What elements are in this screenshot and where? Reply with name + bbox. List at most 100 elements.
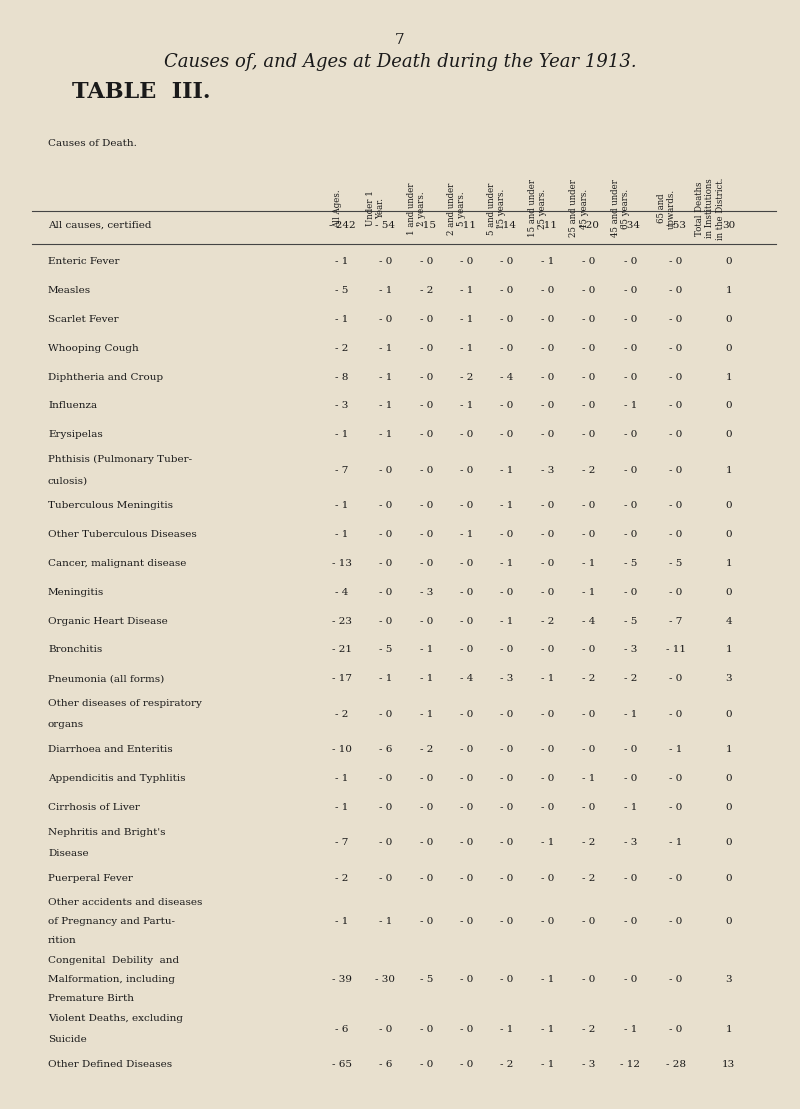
- Text: - 2: - 2: [582, 838, 595, 847]
- Text: - 28: - 28: [666, 1060, 686, 1069]
- Text: - 1: - 1: [670, 838, 682, 847]
- Text: - 1: - 1: [582, 588, 595, 597]
- Text: - 0: - 0: [500, 530, 513, 539]
- Text: TABLE  III.: TABLE III.: [72, 81, 210, 103]
- Text: - 5: - 5: [420, 975, 433, 984]
- Text: Whooping Cough: Whooping Cough: [48, 344, 138, 353]
- Text: 0: 0: [726, 257, 732, 266]
- Text: - 1: - 1: [460, 401, 473, 410]
- Text: - 0: - 0: [541, 588, 554, 597]
- Text: - 0: - 0: [460, 917, 473, 926]
- Text: - 0: - 0: [624, 315, 637, 324]
- Text: - 1: - 1: [624, 1025, 637, 1034]
- Text: - 0: - 0: [624, 917, 637, 926]
- Text: - 0: - 0: [420, 917, 433, 926]
- Text: Pneumonia (all forms): Pneumonia (all forms): [48, 674, 164, 683]
- Text: Congenital  Debility  and: Congenital Debility and: [48, 956, 179, 965]
- Text: - 0: - 0: [420, 315, 433, 324]
- Text: - 0: - 0: [670, 286, 682, 295]
- Text: - 1: - 1: [378, 401, 392, 410]
- Text: Diarrhoea and Enteritis: Diarrhoea and Enteritis: [48, 745, 173, 754]
- Text: - 1: - 1: [335, 257, 349, 266]
- Text: - 5: - 5: [624, 559, 637, 568]
- Text: - 0: - 0: [624, 466, 637, 475]
- Text: Total Deaths
in Institutions
in the District.: Total Deaths in Institutions in the Dist…: [695, 177, 725, 240]
- Text: - 0: - 0: [420, 344, 433, 353]
- Text: Causes of, and Ages at Death during the Year 1913.: Causes of, and Ages at Death during the …: [164, 53, 636, 71]
- Text: - 0: - 0: [378, 466, 392, 475]
- Text: 3: 3: [726, 674, 732, 683]
- Text: - 1: - 1: [541, 838, 554, 847]
- Text: - 0: - 0: [460, 257, 473, 266]
- Text: - 0: - 0: [500, 430, 513, 439]
- Text: - 0: - 0: [582, 645, 595, 654]
- Text: - 0: - 0: [378, 1025, 392, 1034]
- Text: - 1: - 1: [541, 1060, 554, 1069]
- Text: - 15: - 15: [417, 221, 437, 230]
- Text: - 2: - 2: [582, 1025, 595, 1034]
- Text: - 2: - 2: [582, 674, 595, 683]
- Text: - 4: - 4: [335, 588, 349, 597]
- Text: 1: 1: [726, 466, 732, 475]
- Text: - 1: - 1: [420, 710, 433, 719]
- Text: - 3: - 3: [541, 466, 554, 475]
- Text: - 0: - 0: [420, 803, 433, 812]
- Text: - 11: - 11: [666, 645, 686, 654]
- Text: 0: 0: [726, 501, 732, 510]
- Text: Bronchitis: Bronchitis: [48, 645, 102, 654]
- Text: - 2: - 2: [420, 286, 433, 295]
- Text: Other accidents and diseases: Other accidents and diseases: [48, 898, 202, 907]
- Text: - 0: - 0: [500, 874, 513, 883]
- Text: - 0: - 0: [582, 401, 595, 410]
- Text: - 1: - 1: [500, 559, 513, 568]
- Text: Causes of Death.: Causes of Death.: [48, 139, 137, 147]
- Text: 1: 1: [726, 745, 732, 754]
- Text: - 1: - 1: [670, 745, 682, 754]
- Text: - 53: - 53: [666, 221, 686, 230]
- Text: - 0: - 0: [500, 774, 513, 783]
- Text: - 0: - 0: [500, 401, 513, 410]
- Text: Malformation, including: Malformation, including: [48, 975, 175, 984]
- Text: - 0: - 0: [500, 257, 513, 266]
- Text: - 1: - 1: [541, 1025, 554, 1034]
- Text: - 0: - 0: [670, 874, 682, 883]
- Text: Violent Deaths, excluding: Violent Deaths, excluding: [48, 1014, 183, 1024]
- Text: - 0: - 0: [670, 430, 682, 439]
- Text: - 13: - 13: [332, 559, 352, 568]
- Text: - 2: - 2: [500, 1060, 513, 1069]
- Text: - 0: - 0: [541, 286, 554, 295]
- Text: - 0: - 0: [582, 917, 595, 926]
- Text: - 3: - 3: [335, 401, 349, 410]
- Text: - 3: - 3: [420, 588, 433, 597]
- Text: - 2: - 2: [624, 674, 637, 683]
- Text: - 2: - 2: [541, 617, 554, 625]
- Text: 13: 13: [722, 1060, 735, 1069]
- Text: 3: 3: [726, 975, 732, 984]
- Text: - 7: - 7: [670, 617, 682, 625]
- Text: - 21: - 21: [332, 645, 352, 654]
- Text: - 54: - 54: [375, 221, 395, 230]
- Text: All causes, certified: All causes, certified: [48, 221, 151, 230]
- Text: - 1: - 1: [624, 710, 637, 719]
- Text: - 0: - 0: [541, 315, 554, 324]
- Text: - 1: - 1: [500, 617, 513, 625]
- Text: - 0: - 0: [670, 588, 682, 597]
- Text: - 39: - 39: [332, 975, 352, 984]
- Text: - 0: - 0: [378, 257, 392, 266]
- Text: - 1: - 1: [378, 286, 392, 295]
- Text: Nephritis and Bright's: Nephritis and Bright's: [48, 827, 166, 837]
- Text: 0: 0: [726, 874, 732, 883]
- Text: 0: 0: [726, 401, 732, 410]
- Text: - 0: - 0: [460, 803, 473, 812]
- Text: - 0: - 0: [420, 257, 433, 266]
- Text: - 0: - 0: [420, 501, 433, 510]
- Text: culosis): culosis): [48, 476, 88, 486]
- Text: - 0: - 0: [500, 588, 513, 597]
- Text: - 0: - 0: [541, 430, 554, 439]
- Text: - 0: - 0: [624, 588, 637, 597]
- Text: - 1: - 1: [378, 674, 392, 683]
- Text: - 2: - 2: [582, 466, 595, 475]
- Text: - 0: - 0: [500, 975, 513, 984]
- Text: Measles: Measles: [48, 286, 91, 295]
- Text: - 0: - 0: [420, 430, 433, 439]
